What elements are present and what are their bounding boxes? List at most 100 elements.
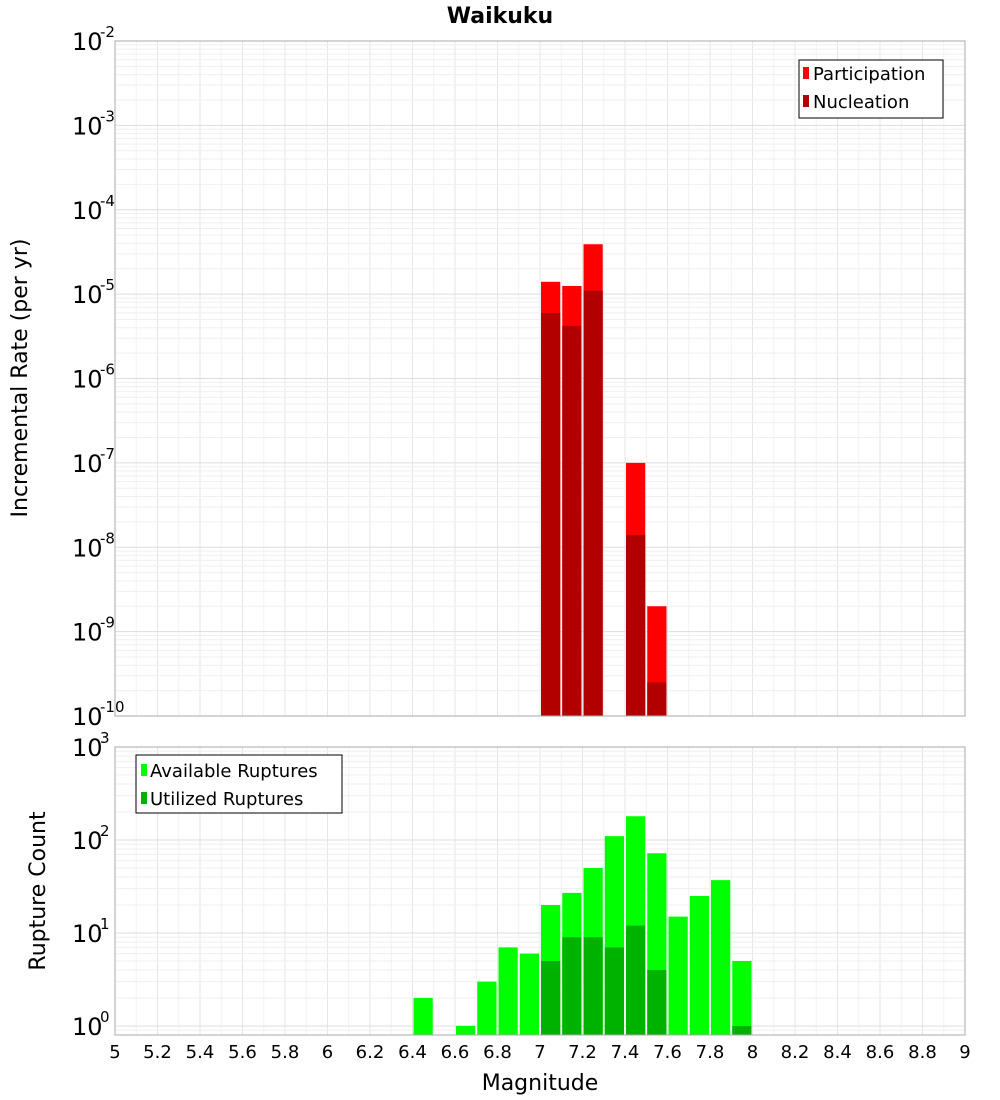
top-y-tick-base: 10	[72, 28, 103, 56]
bottom-bar-available-ruptures-m7.85	[711, 880, 731, 1035]
x-tick-labels: 5 5.2 5.4 5.6 5.8 6 6.2 6.4 6.6 6.8 7 7.2 7.4 7.6 7.8 8…	[109, 1042, 970, 1063]
top-legend: Participation Nucleation	[798, 59, 944, 119]
bottom-bar-utilized-ruptures-m7.35	[604, 947, 624, 1035]
top-y-tick-base: 10	[72, 534, 103, 562]
bottom-y-tick-base: 10	[72, 827, 103, 855]
top-y-tick-label: 10-6	[72, 361, 115, 394]
bottom-bar-available-ruptures-m6.65	[456, 1025, 476, 1035]
x-tick-label: 7.8	[696, 1042, 725, 1063]
bottom-y-tick-exponent: 3	[100, 729, 110, 747]
top-y-tick-label: 10-4	[72, 192, 115, 225]
legend-label-nucleation: Nucleation	[813, 92, 909, 113]
bottom-y-tick-label: 101	[72, 915, 110, 948]
x-tick-label: 6.2	[356, 1042, 385, 1063]
bottom-bar-available-ruptures-m6.75	[477, 981, 497, 1035]
bottom-y-tick-label: 103	[72, 729, 110, 762]
top-y-tick-base: 10	[72, 281, 103, 309]
bottom-bars	[413, 816, 752, 1035]
top-y-tick-exponent: -2	[100, 23, 115, 41]
top-y-tick-exponent: -3	[100, 107, 115, 125]
top-y-tick-exponent: -10	[100, 698, 125, 716]
bottom-y-tick-exponent: 1	[100, 915, 110, 933]
top-y-tick-exponent: -5	[100, 276, 115, 294]
bottom-y-tick-base: 10	[72, 734, 103, 762]
bottom-y-tick-label: 102	[72, 822, 110, 855]
bottom-bar-available-ruptures-m6.45	[413, 997, 433, 1035]
x-tick-label: 5	[109, 1042, 120, 1063]
x-tick-label: 8.4	[823, 1042, 852, 1063]
x-tick-label: 6	[322, 1042, 333, 1063]
top-y-tick-exponent: -7	[100, 445, 115, 463]
bottom-bar-utilized-ruptures-m7.95	[732, 1025, 752, 1035]
bottom-legend-box	[135, 754, 343, 814]
x-tick-label: 8.8	[908, 1042, 937, 1063]
top-y-tick-label: 10-9	[72, 614, 115, 647]
bottom-bar-utilized-ruptures-m7.55	[647, 970, 667, 1035]
x-tick-label: 5.4	[186, 1042, 215, 1063]
bottom-bar-utilized-ruptures-m7.25	[583, 937, 603, 1035]
bottom-bar-available-ruptures-m7.95	[732, 960, 752, 1035]
x-tick-label: 7	[534, 1042, 545, 1063]
bottom-y-tick-label: 100	[72, 1008, 110, 1041]
bottom-bar-utilized-ruptures-m7.15	[562, 937, 582, 1035]
x-tick-label: 8.6	[866, 1042, 895, 1063]
bottom-y-tick-base: 10	[72, 1013, 103, 1041]
top-y-axis-label: Incremental Rate (per yr)	[8, 239, 33, 518]
legend-swatch-nucleation	[803, 95, 809, 107]
top-y-tick-label: 10-5	[72, 276, 115, 309]
top-y-tick-base: 10	[72, 450, 103, 478]
x-tick-label: 5.2	[143, 1042, 172, 1063]
bottom-bar-utilized-ruptures-m7.45	[626, 925, 646, 1035]
top-gridlines	[114, 40, 966, 717]
top-y-tick-base: 10	[72, 366, 103, 394]
top-y-tick-exponent: -8	[100, 529, 115, 547]
top-y-tick-label: 10-3	[72, 107, 115, 140]
x-tick-label: 6.6	[441, 1042, 470, 1063]
bottom-bar-available-ruptures-m7.65	[668, 916, 688, 1035]
bottom-y-tick-exponent: 2	[100, 822, 110, 840]
bottom-bar-available-ruptures-m6.85	[498, 947, 518, 1035]
top-legend-box	[798, 59, 944, 119]
bottom-bar-available-ruptures-m6.95	[519, 953, 539, 1035]
top-y-tick-label: 10-10	[72, 698, 125, 731]
top-bar-nucleation-m7.45	[626, 534, 646, 716]
x-tick-label: 5.6	[228, 1042, 257, 1063]
top-y-tick-label: 10-7	[72, 445, 115, 478]
x-tick-label: 8	[747, 1042, 758, 1063]
top-y-tick-base: 10	[72, 703, 103, 731]
top-bar-nucleation-m7.25	[583, 290, 603, 716]
legend-label-available-ruptures: Available Ruptures	[150, 761, 318, 782]
x-tick-label: 6.8	[483, 1042, 512, 1063]
top-bar-nucleation-m7.15	[562, 325, 582, 716]
x-tick-label: 7.2	[568, 1042, 597, 1063]
bottom-bar-utilized-ruptures-m7.05	[541, 960, 561, 1035]
legend-label-utilized-ruptures: Utilized Ruptures	[150, 789, 303, 810]
x-axis-label: Magnitude	[482, 1071, 599, 1096]
x-tick-label: 6.4	[398, 1042, 427, 1063]
chart-title: Waikuku	[447, 4, 553, 29]
top-y-tick-exponent: -6	[100, 361, 115, 379]
top-y-tick-label: 10-8	[72, 529, 115, 562]
legend-swatch-participation	[803, 67, 809, 79]
legend-swatch-utilized-ruptures	[141, 792, 147, 804]
x-tick-label: 5.8	[271, 1042, 300, 1063]
bottom-y-tick-exponent: 0	[100, 1008, 110, 1026]
x-tick-label: 8.2	[781, 1042, 810, 1063]
top-bars	[541, 244, 667, 717]
bottom-bar-available-ruptures-m7.75	[689, 895, 709, 1035]
top-bar-nucleation-m7.05	[541, 312, 561, 716]
x-tick-label: 7.4	[611, 1042, 640, 1063]
top-y-tick-base: 10	[72, 619, 103, 647]
legend-swatch-available-ruptures	[141, 764, 147, 776]
top-bar-nucleation-m7.55	[647, 682, 667, 716]
top-y-tick-exponent: -9	[100, 614, 115, 632]
bottom-plot-border	[114, 746, 966, 1036]
bottom-legend: Available Ruptures Utilized Ruptures	[135, 754, 343, 814]
bottom-y-tick-base: 10	[72, 920, 103, 948]
top-y-tick-exponent: -4	[100, 192, 115, 210]
top-y-tick-label: 10-2	[72, 23, 115, 56]
top-y-tick-base: 10	[72, 197, 103, 225]
